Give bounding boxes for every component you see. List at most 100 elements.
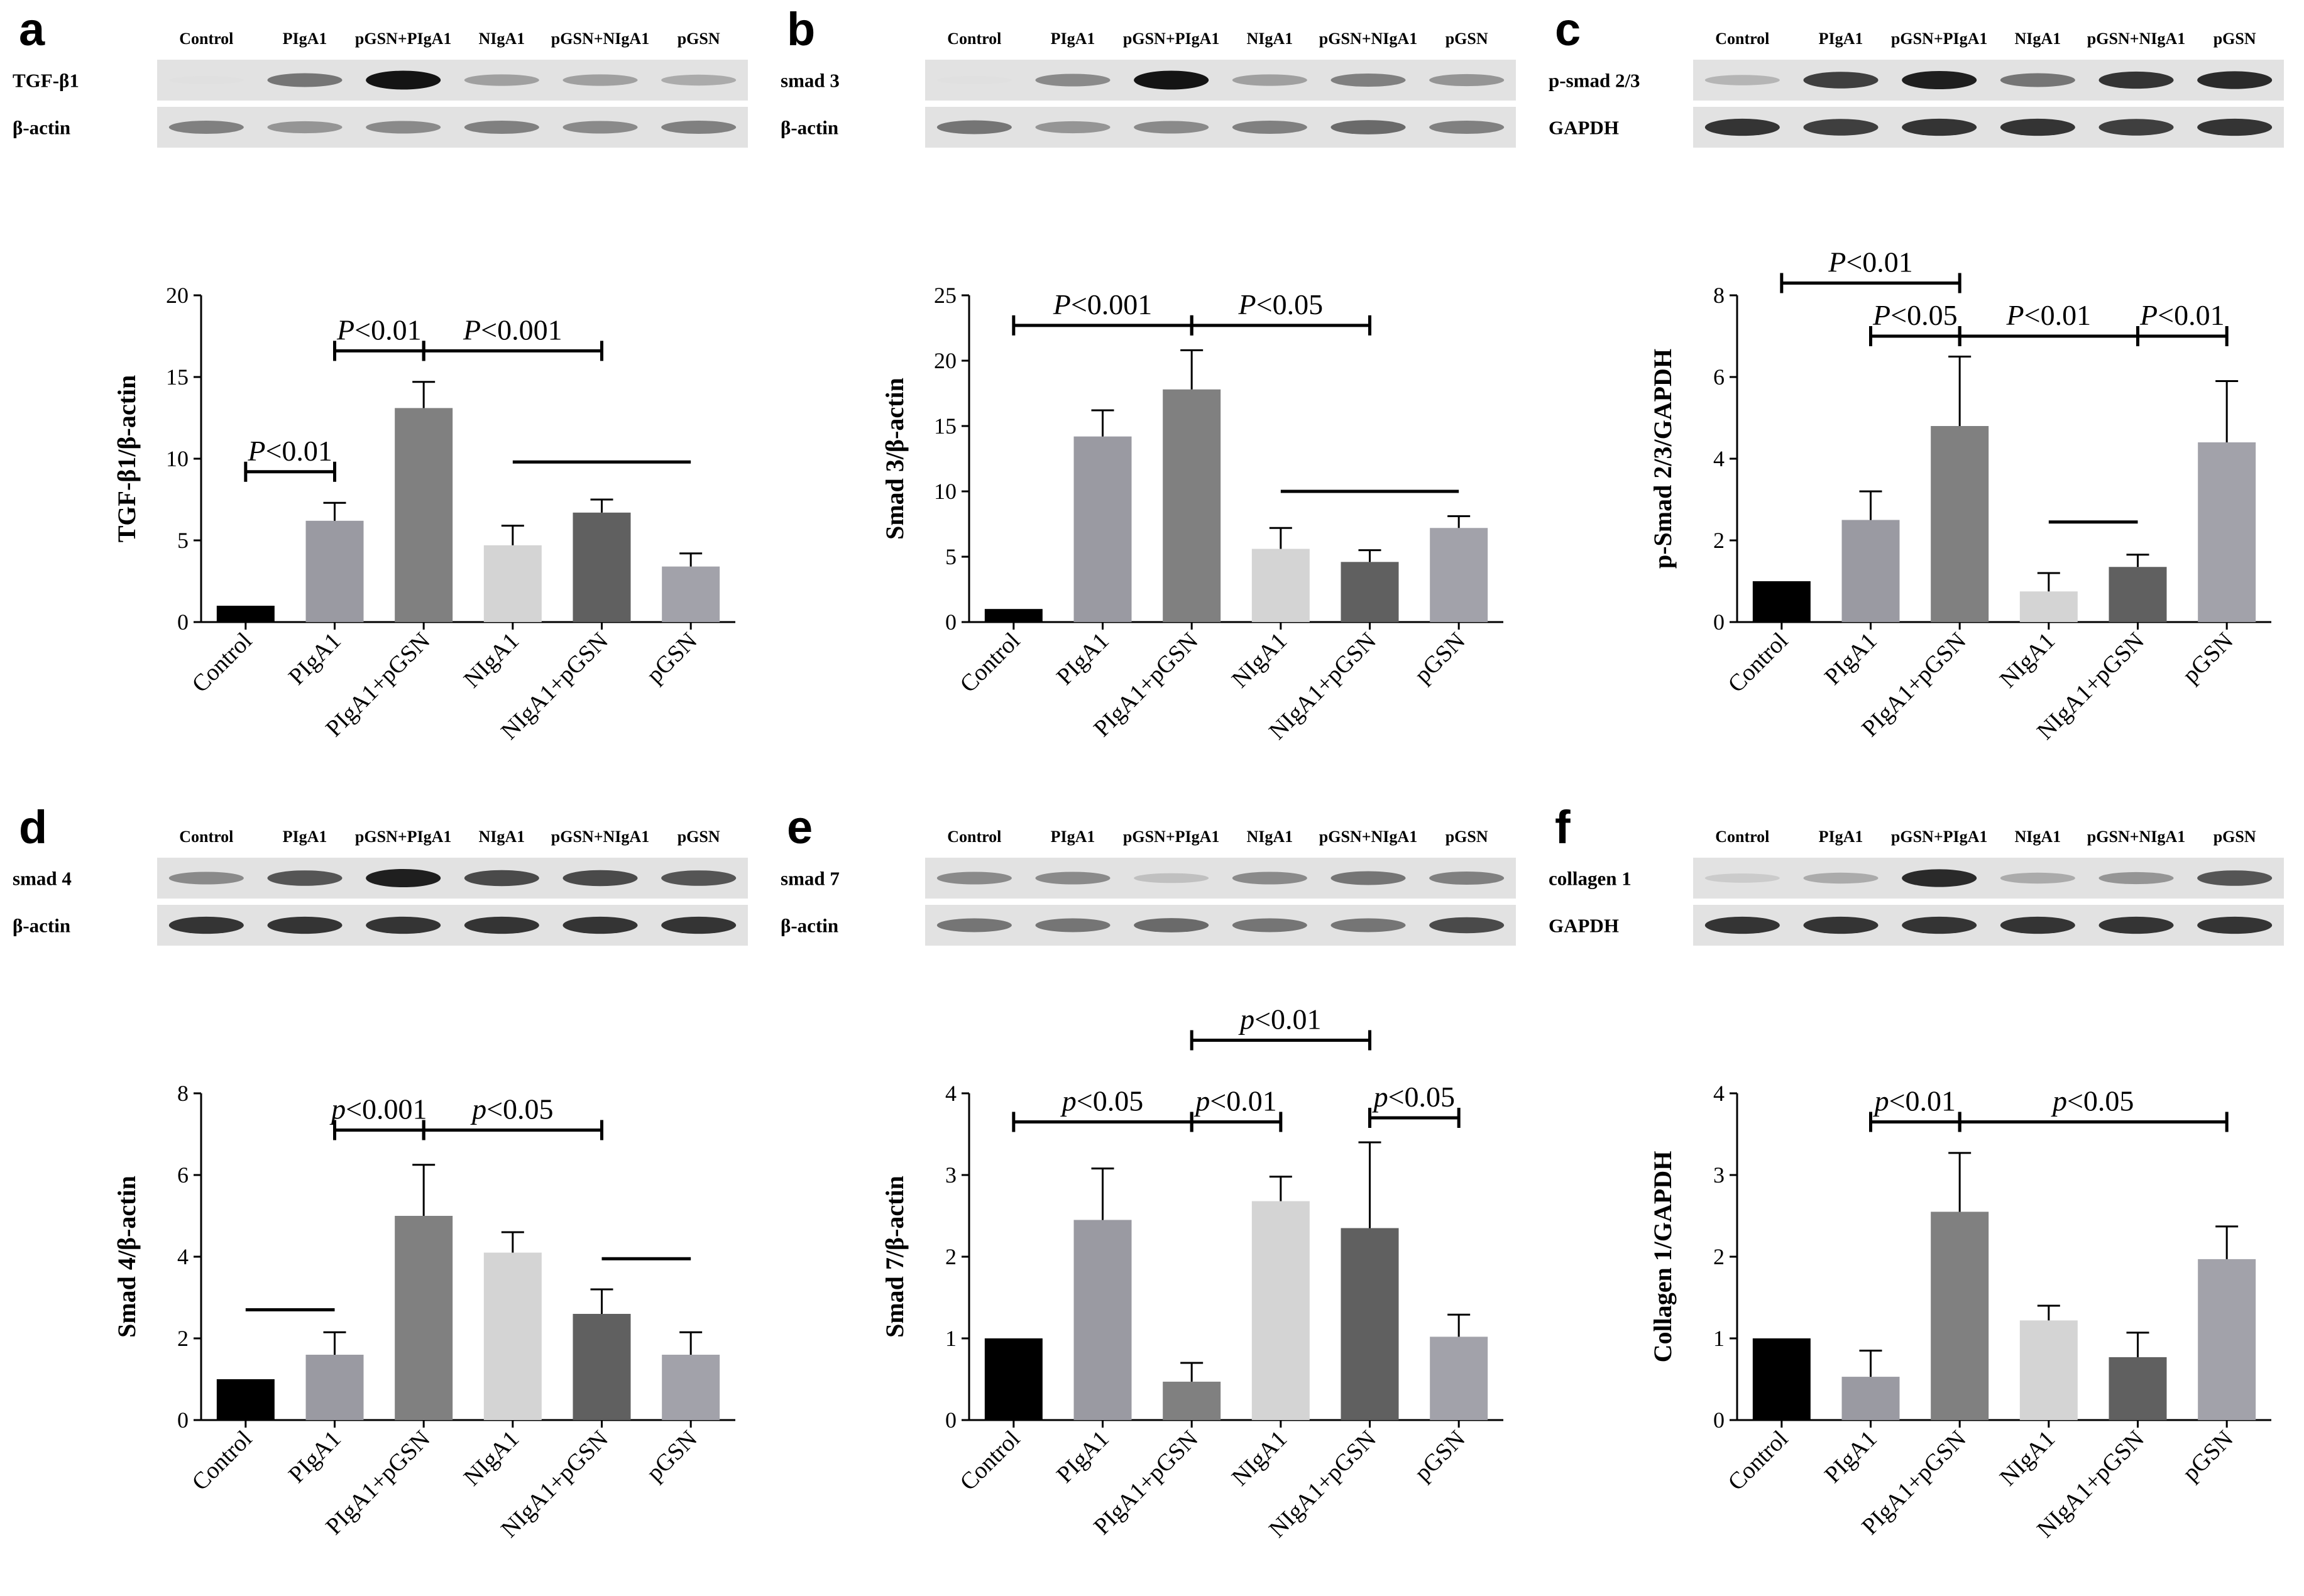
panel-letter: e [787, 801, 813, 853]
bar [395, 408, 453, 622]
p-value-label: p<0.05 [2051, 1085, 2134, 1117]
y-tick-label: 6 [1713, 364, 1725, 390]
blot-band [1803, 916, 1879, 934]
bar [662, 566, 720, 622]
p-value-label: P<0.01 [336, 314, 422, 346]
blot-band [2000, 118, 2075, 136]
chart-e: e Control PIgA1 pGSN+PIgA1 NIgA1 pGSN+NIgA1 pG… [781, 801, 1516, 1543]
lane-label: pGSN+PIgA1 [1891, 828, 1988, 846]
panel-a: a Control PIgA1 pGSN+PIgA1 NIgA1 pGSN+NIgA1 pG… [0, 0, 768, 798]
lane-label: pGSN+PIgA1 [355, 828, 452, 846]
blot-band [464, 870, 539, 887]
blot-band [1232, 872, 1307, 885]
lane-label: pGSN [1445, 828, 1488, 846]
bar [2019, 1320, 2078, 1420]
lane-label: pGSN+NIgA1 [1319, 30, 1417, 48]
lane-label: pGSN+NIgA1 [551, 30, 649, 48]
x-tick-label: Control [187, 628, 257, 698]
x-tick-label: PIgA1 [1819, 628, 1882, 691]
y-tick-label: 2 [1713, 528, 1725, 553]
y-tick-label: 0 [945, 1407, 957, 1433]
y-tick-label: 6 [177, 1162, 189, 1188]
bar [1931, 426, 1989, 622]
bar [2198, 1259, 2256, 1420]
blot-band [562, 121, 638, 134]
lane-label: PIgA1 [1051, 828, 1095, 846]
blot-band [1134, 918, 1209, 932]
blot-strip [1693, 858, 2284, 899]
bar [1841, 520, 1900, 622]
y-tick-label: 0 [1713, 1407, 1725, 1433]
bar [2019, 591, 2078, 622]
blot-band [1232, 74, 1307, 86]
x-tick-label: pGSN [642, 1426, 703, 1487]
blot-band [1704, 916, 1780, 934]
blot-band [1704, 75, 1780, 85]
x-tick-label: Control [955, 1426, 1025, 1496]
x-tick-label: NIgA1 [1227, 1426, 1292, 1491]
bar [1251, 1201, 1310, 1420]
blot-row-label: GAPDH [1549, 915, 1619, 937]
p-value-label: p<0.05 [1372, 1081, 1455, 1113]
x-tick-label: PIgA1 [283, 1426, 346, 1489]
bar [1251, 549, 1310, 622]
y-axis-label: Smad 4/β-actin [112, 1176, 141, 1338]
lane-label: pGSN [677, 828, 720, 846]
lane-label: NIgA1 [478, 828, 525, 846]
x-tick-label: PIgA1 [1819, 1426, 1882, 1489]
blot-row-label: collagen 1 [1549, 868, 1632, 890]
lane-label: Control [947, 828, 1001, 846]
blot-band [2000, 872, 2075, 884]
y-tick-label: 4 [1713, 1081, 1725, 1106]
chart-d: d Control PIgA1 pGSN+PIgA1 NIgA1 pGSN+NIgA1 pG… [13, 801, 748, 1543]
blot-band [1902, 70, 1977, 90]
panel-f: f Control PIgA1 pGSN+PIgA1 NIgA1 pGSN+NIgA1 pG… [1536, 798, 2304, 1596]
bar [1163, 1381, 1221, 1420]
blot-band [2197, 118, 2273, 136]
chart-c: c Control PIgA1 pGSN+PIgA1 NIgA1 pGSN+NIgA1 pG… [1549, 3, 2284, 745]
blot-band [936, 120, 1012, 134]
lane-label: pGSN+PIgA1 [1891, 30, 1988, 48]
blot-band [366, 916, 441, 934]
bar [1752, 1338, 1811, 1420]
y-tick-label: 25 [934, 283, 957, 308]
blot-band [1902, 118, 1977, 136]
blot-band [1330, 871, 1406, 885]
x-tick-label: pGSN [642, 628, 703, 689]
y-tick-label: 2 [1713, 1244, 1725, 1269]
y-axis-label: p-Smad 2/3/GAPDH [1648, 349, 1677, 569]
blot-band [1035, 918, 1111, 932]
blot-band [1429, 74, 1505, 87]
p-value-label: p<0.01 [1193, 1085, 1276, 1117]
y-tick-label: 20 [934, 348, 957, 373]
blot-band [1429, 121, 1505, 134]
bar [305, 520, 364, 622]
chart-a: a Control PIgA1 pGSN+PIgA1 NIgA1 pGSN+NIgA1 pG… [13, 3, 748, 745]
y-tick-label: 8 [177, 1081, 189, 1106]
panel-e-svg: e Control PIgA1 pGSN+PIgA1 NIgA1 pGSN+NIgA1 pG… [781, 801, 1516, 1543]
x-tick-label: NIgA1 [459, 1426, 524, 1491]
x-tick-label: NIgA1 [1995, 1426, 2060, 1491]
y-tick-label: 20 [166, 283, 189, 308]
blot-band [2098, 916, 2174, 934]
blot-band [1330, 120, 1406, 134]
p-value-label: p<0.05 [1060, 1085, 1143, 1117]
bar [1430, 1336, 1488, 1420]
bar [216, 1379, 275, 1420]
blot-strip [925, 107, 1516, 148]
blot-band [1134, 121, 1209, 134]
blot-row-label: smad 4 [13, 868, 72, 890]
blot-band [366, 70, 441, 90]
y-axis-label: Smad 7/β-actin [880, 1176, 909, 1338]
panel-c-svg: c Control PIgA1 pGSN+PIgA1 NIgA1 pGSN+NIgA1 pG… [1549, 3, 2284, 745]
lane-label: pGSN+NIgA1 [1319, 828, 1417, 846]
p-value-label: p<0.05 [470, 1093, 553, 1125]
bar [573, 512, 631, 622]
y-tick-label: 3 [1713, 1162, 1725, 1188]
blot-band [2098, 119, 2174, 136]
x-tick-label: pGSN [2178, 628, 2239, 689]
lane-label: pGSN [2213, 30, 2256, 48]
blot-band [1232, 121, 1307, 134]
blot-band [1902, 869, 1977, 887]
blot-band [1035, 121, 1111, 134]
